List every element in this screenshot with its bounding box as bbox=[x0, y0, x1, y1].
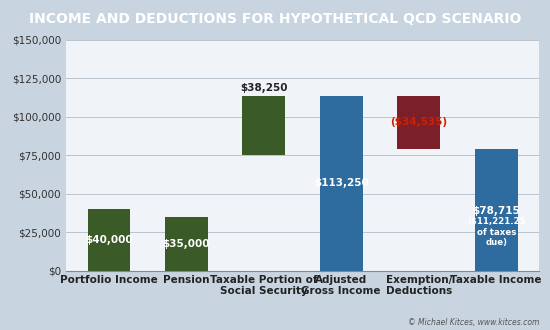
Text: $113,250: $113,250 bbox=[314, 179, 368, 188]
Text: $38,250: $38,250 bbox=[240, 83, 288, 93]
Text: $35,000: $35,000 bbox=[163, 239, 210, 248]
Bar bbox=[320, 96, 362, 271]
Text: $40,000: $40,000 bbox=[85, 235, 133, 245]
Bar bbox=[87, 209, 130, 271]
Text: $78,715: $78,715 bbox=[472, 206, 520, 215]
Text: © Michael Kitces, www.kitces.com: © Michael Kitces, www.kitces.com bbox=[408, 318, 539, 327]
Text: INCOME AND DEDUCTIONS FOR HYPOTHETICAL QCD SCENARIO: INCOME AND DEDUCTIONS FOR HYPOTHETICAL Q… bbox=[29, 12, 521, 26]
Text: ($11,221.25
of taxes
due): ($11,221.25 of taxes due) bbox=[467, 217, 525, 247]
Bar bbox=[475, 149, 518, 271]
Bar bbox=[398, 96, 440, 149]
Bar bbox=[243, 96, 285, 155]
Bar bbox=[165, 217, 207, 271]
Text: ($34,535): ($34,535) bbox=[390, 117, 447, 127]
